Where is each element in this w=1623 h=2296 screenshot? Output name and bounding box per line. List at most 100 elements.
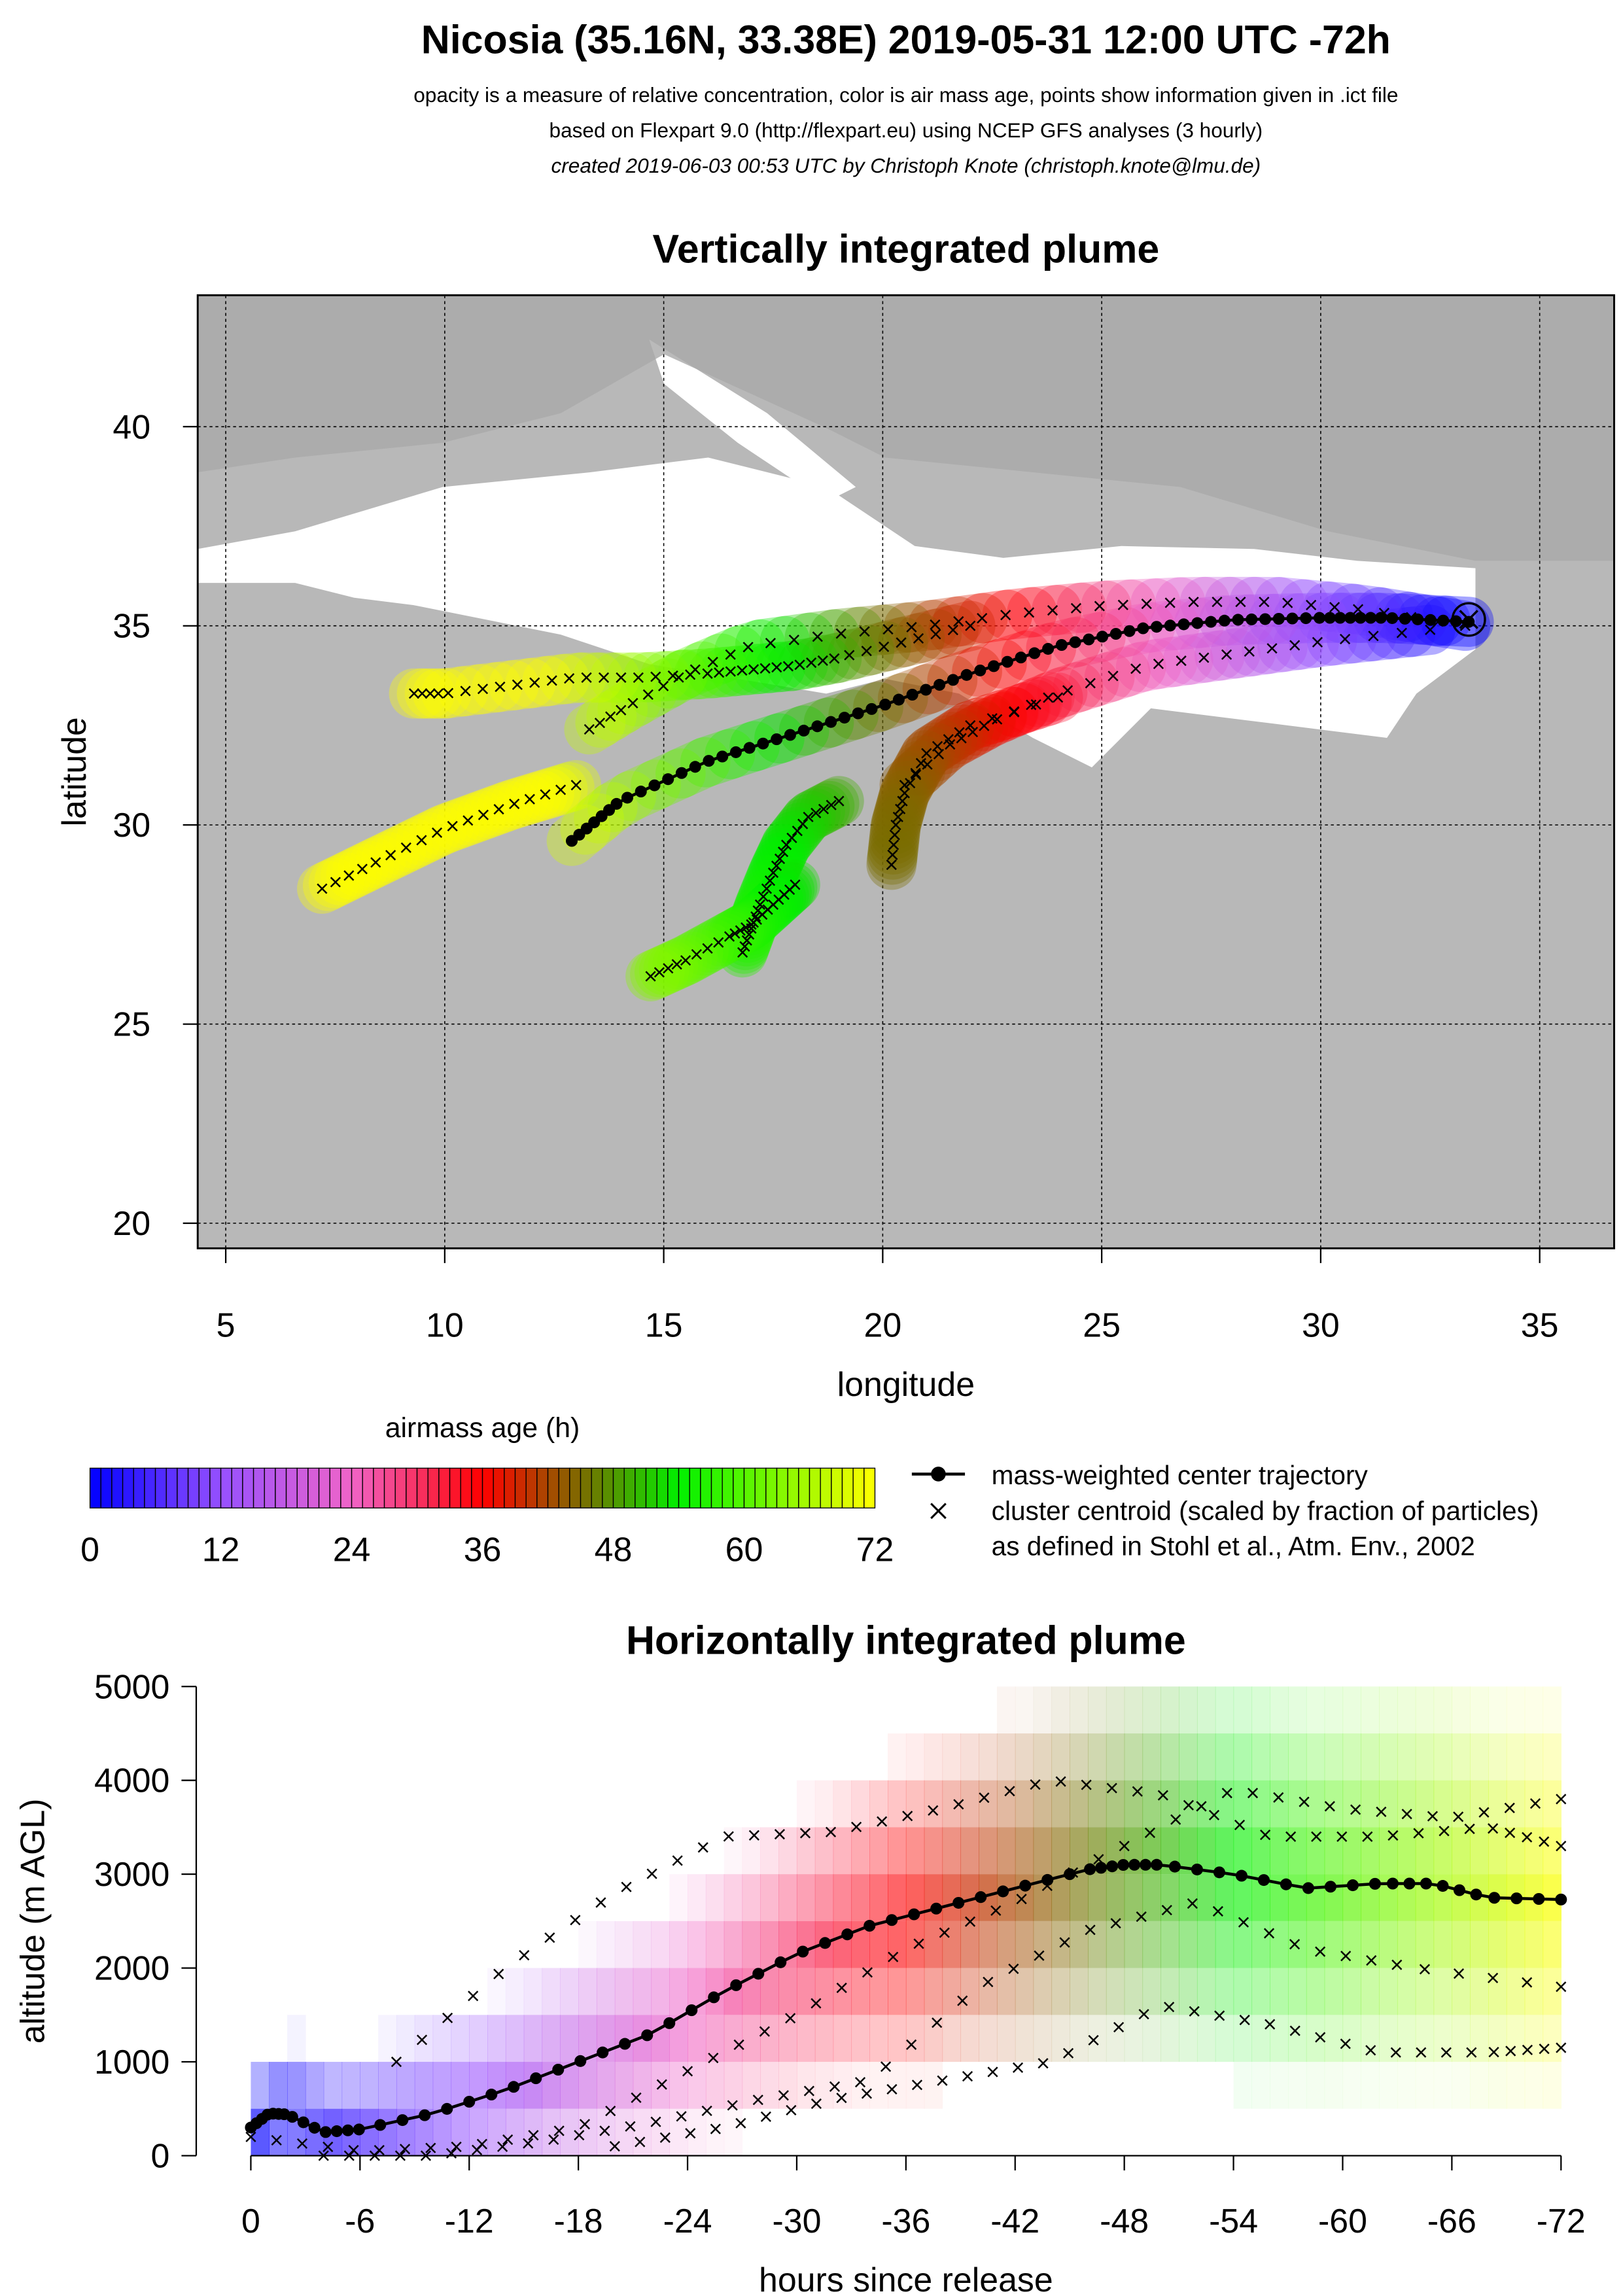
- cluster-centroid-marker: [829, 653, 840, 664]
- center-trajectory-point: [841, 1928, 854, 1941]
- plume-segment: [1081, 579, 1157, 631]
- release-point-cross: [1459, 610, 1478, 629]
- colorbar-cell: [710, 1467, 723, 1509]
- plume-heatmap-cell: [1379, 1968, 1398, 2015]
- plume-heatmap-cell: [1179, 1968, 1198, 2015]
- cluster-centroid-marker: [764, 875, 776, 886]
- cluster-centroid-marker: [656, 2079, 667, 2090]
- profile-x-tick-label: -48: [1100, 2202, 1149, 2240]
- plume-heatmap-cell: [1361, 1968, 1380, 2015]
- plume-heatmap-cell: [287, 2062, 306, 2109]
- map-y-label: latitude: [55, 717, 93, 826]
- plume-heatmap-cell: [979, 1827, 998, 1875]
- plume-heatmap-cell: [1215, 1827, 1234, 1875]
- plume-heatmap-cell: [1251, 1780, 1270, 1828]
- map-y-tick-label: 20: [113, 1204, 150, 1242]
- legend-cross-symbol: [930, 1503, 947, 1520]
- center-trajectory-point: [1488, 1892, 1501, 1904]
- plume-heatmap-cell: [1215, 1733, 1234, 1781]
- cluster-centroid-marker: [817, 655, 828, 666]
- plume-segment: [1115, 638, 1182, 693]
- plume-heatmap-cell: [1379, 1686, 1398, 1733]
- center-trajectory-point: [1257, 1874, 1270, 1887]
- center-trajectory-point: [1344, 612, 1357, 624]
- plume-heatmap-cell: [1452, 1686, 1471, 1733]
- cluster-centroid-marker: [1413, 1828, 1424, 1839]
- plume-heatmap-cell: [924, 1733, 943, 1781]
- plume-segment: [735, 616, 811, 670]
- colorbar-tick-label: 36: [464, 1531, 502, 1569]
- cluster-centroid-marker: [1088, 2034, 1099, 2046]
- plume-segment: [714, 619, 786, 676]
- cluster-centroid-marker: [627, 697, 638, 709]
- plume-heatmap-cell: [1324, 1874, 1344, 1921]
- plume-heatmap-cell: [1506, 1733, 1526, 1781]
- cluster-centroid-marker: [741, 922, 752, 933]
- cluster-centroid-marker: [1004, 1786, 1015, 1797]
- cluster-centroid-marker: [899, 788, 910, 799]
- cluster-centroid-marker: [921, 748, 932, 759]
- plume-segment: [1303, 582, 1379, 635]
- cluster-centroid-marker: [702, 668, 713, 679]
- cluster-centroid-marker: [658, 680, 669, 691]
- plume-heatmap-cell: [1306, 2062, 1325, 2109]
- cluster-centroid-marker: [1350, 1804, 1361, 1815]
- plume-heatmap-cell: [596, 2062, 616, 2109]
- plume-heatmap-cell: [1342, 1780, 1361, 1828]
- plume-segment: [1273, 617, 1339, 670]
- cluster-centroid-marker: [1285, 1831, 1297, 1842]
- colorbar-cell: [351, 1467, 363, 1509]
- cluster-centroid-marker: [1390, 2047, 1401, 2058]
- plume-heatmap-cell: [1288, 1733, 1307, 1781]
- cluster-centroid-marker: [1085, 1924, 1096, 1936]
- plume-heatmap-cell: [1524, 1921, 1544, 1968]
- cluster-centroid-marker: [1488, 1823, 1499, 1834]
- plume-heatmap-cell: [1215, 1780, 1234, 1828]
- cluster-centroid-marker: [524, 793, 535, 805]
- plume-heatmap-cell: [669, 2108, 688, 2156]
- plume-heatmap-cell: [705, 1874, 725, 1921]
- plume-heatmap-cell: [833, 1968, 852, 2015]
- cluster-centroid-marker: [957, 1995, 968, 2006]
- cluster-centroid-marker: [1273, 1792, 1284, 1803]
- colorbar-cell: [852, 1467, 865, 1509]
- plume-heatmap-cell: [1397, 1780, 1416, 1828]
- cluster-centroid-marker: [888, 839, 899, 850]
- colorbar-cell: [133, 1467, 145, 1509]
- cluster-centroid-marker: [595, 1897, 606, 1908]
- profile-x-tick-label: -30: [772, 2202, 821, 2240]
- cluster-centroid-marker: [654, 967, 665, 978]
- plume-heatmap-cell: [1379, 2062, 1398, 2109]
- cluster-centroid-marker: [1212, 1905, 1223, 1917]
- center-trajectory-point: [864, 1920, 876, 1932]
- plume-heatmap-cell: [614, 2108, 634, 2156]
- map-title: Vertically integrated plume: [652, 227, 1159, 271]
- cluster-centroid-marker: [1289, 1939, 1300, 1950]
- plume-heatmap-cell: [1088, 1968, 1107, 2015]
- cluster-centroid-marker: [493, 1968, 504, 1979]
- cluster-centroid-marker: [564, 673, 575, 684]
- plume-heatmap-cell: [996, 1874, 1016, 1921]
- cluster-centroid-marker: [625, 2121, 636, 2132]
- center-trajectory-point: [689, 761, 701, 773]
- cluster-centroid-marker: [818, 803, 829, 814]
- plume-heatmap-cell: [1452, 2015, 1471, 2062]
- center-trajectory-point: [565, 835, 578, 847]
- plume-heatmap-cell: [888, 1968, 907, 2015]
- plume-heatmap-cell: [924, 1827, 943, 1875]
- map-y-tick-label: 40: [113, 408, 150, 445]
- plume-heatmap-cell: [614, 1968, 634, 2015]
- colorbar-cell: [275, 1467, 287, 1509]
- cluster-centroid-marker: [1247, 1787, 1259, 1799]
- cluster-centroid-marker: [546, 675, 557, 686]
- colorbar-tick-label: 12: [202, 1531, 240, 1569]
- plume-heatmap-cell: [996, 1921, 1016, 1968]
- center-trajectory-point: [825, 716, 837, 728]
- cluster-centroid-marker: [735, 2117, 746, 2129]
- center-trajectory-point: [1412, 613, 1424, 625]
- plume-heatmap-cell: [888, 2062, 907, 2109]
- plume-heatmap-cell: [924, 2062, 943, 2109]
- cluster-centroid-marker: [1401, 1809, 1412, 1820]
- plume-heatmap-cell: [996, 1968, 1016, 2015]
- plume-heatmap-cell: [1179, 1874, 1198, 1921]
